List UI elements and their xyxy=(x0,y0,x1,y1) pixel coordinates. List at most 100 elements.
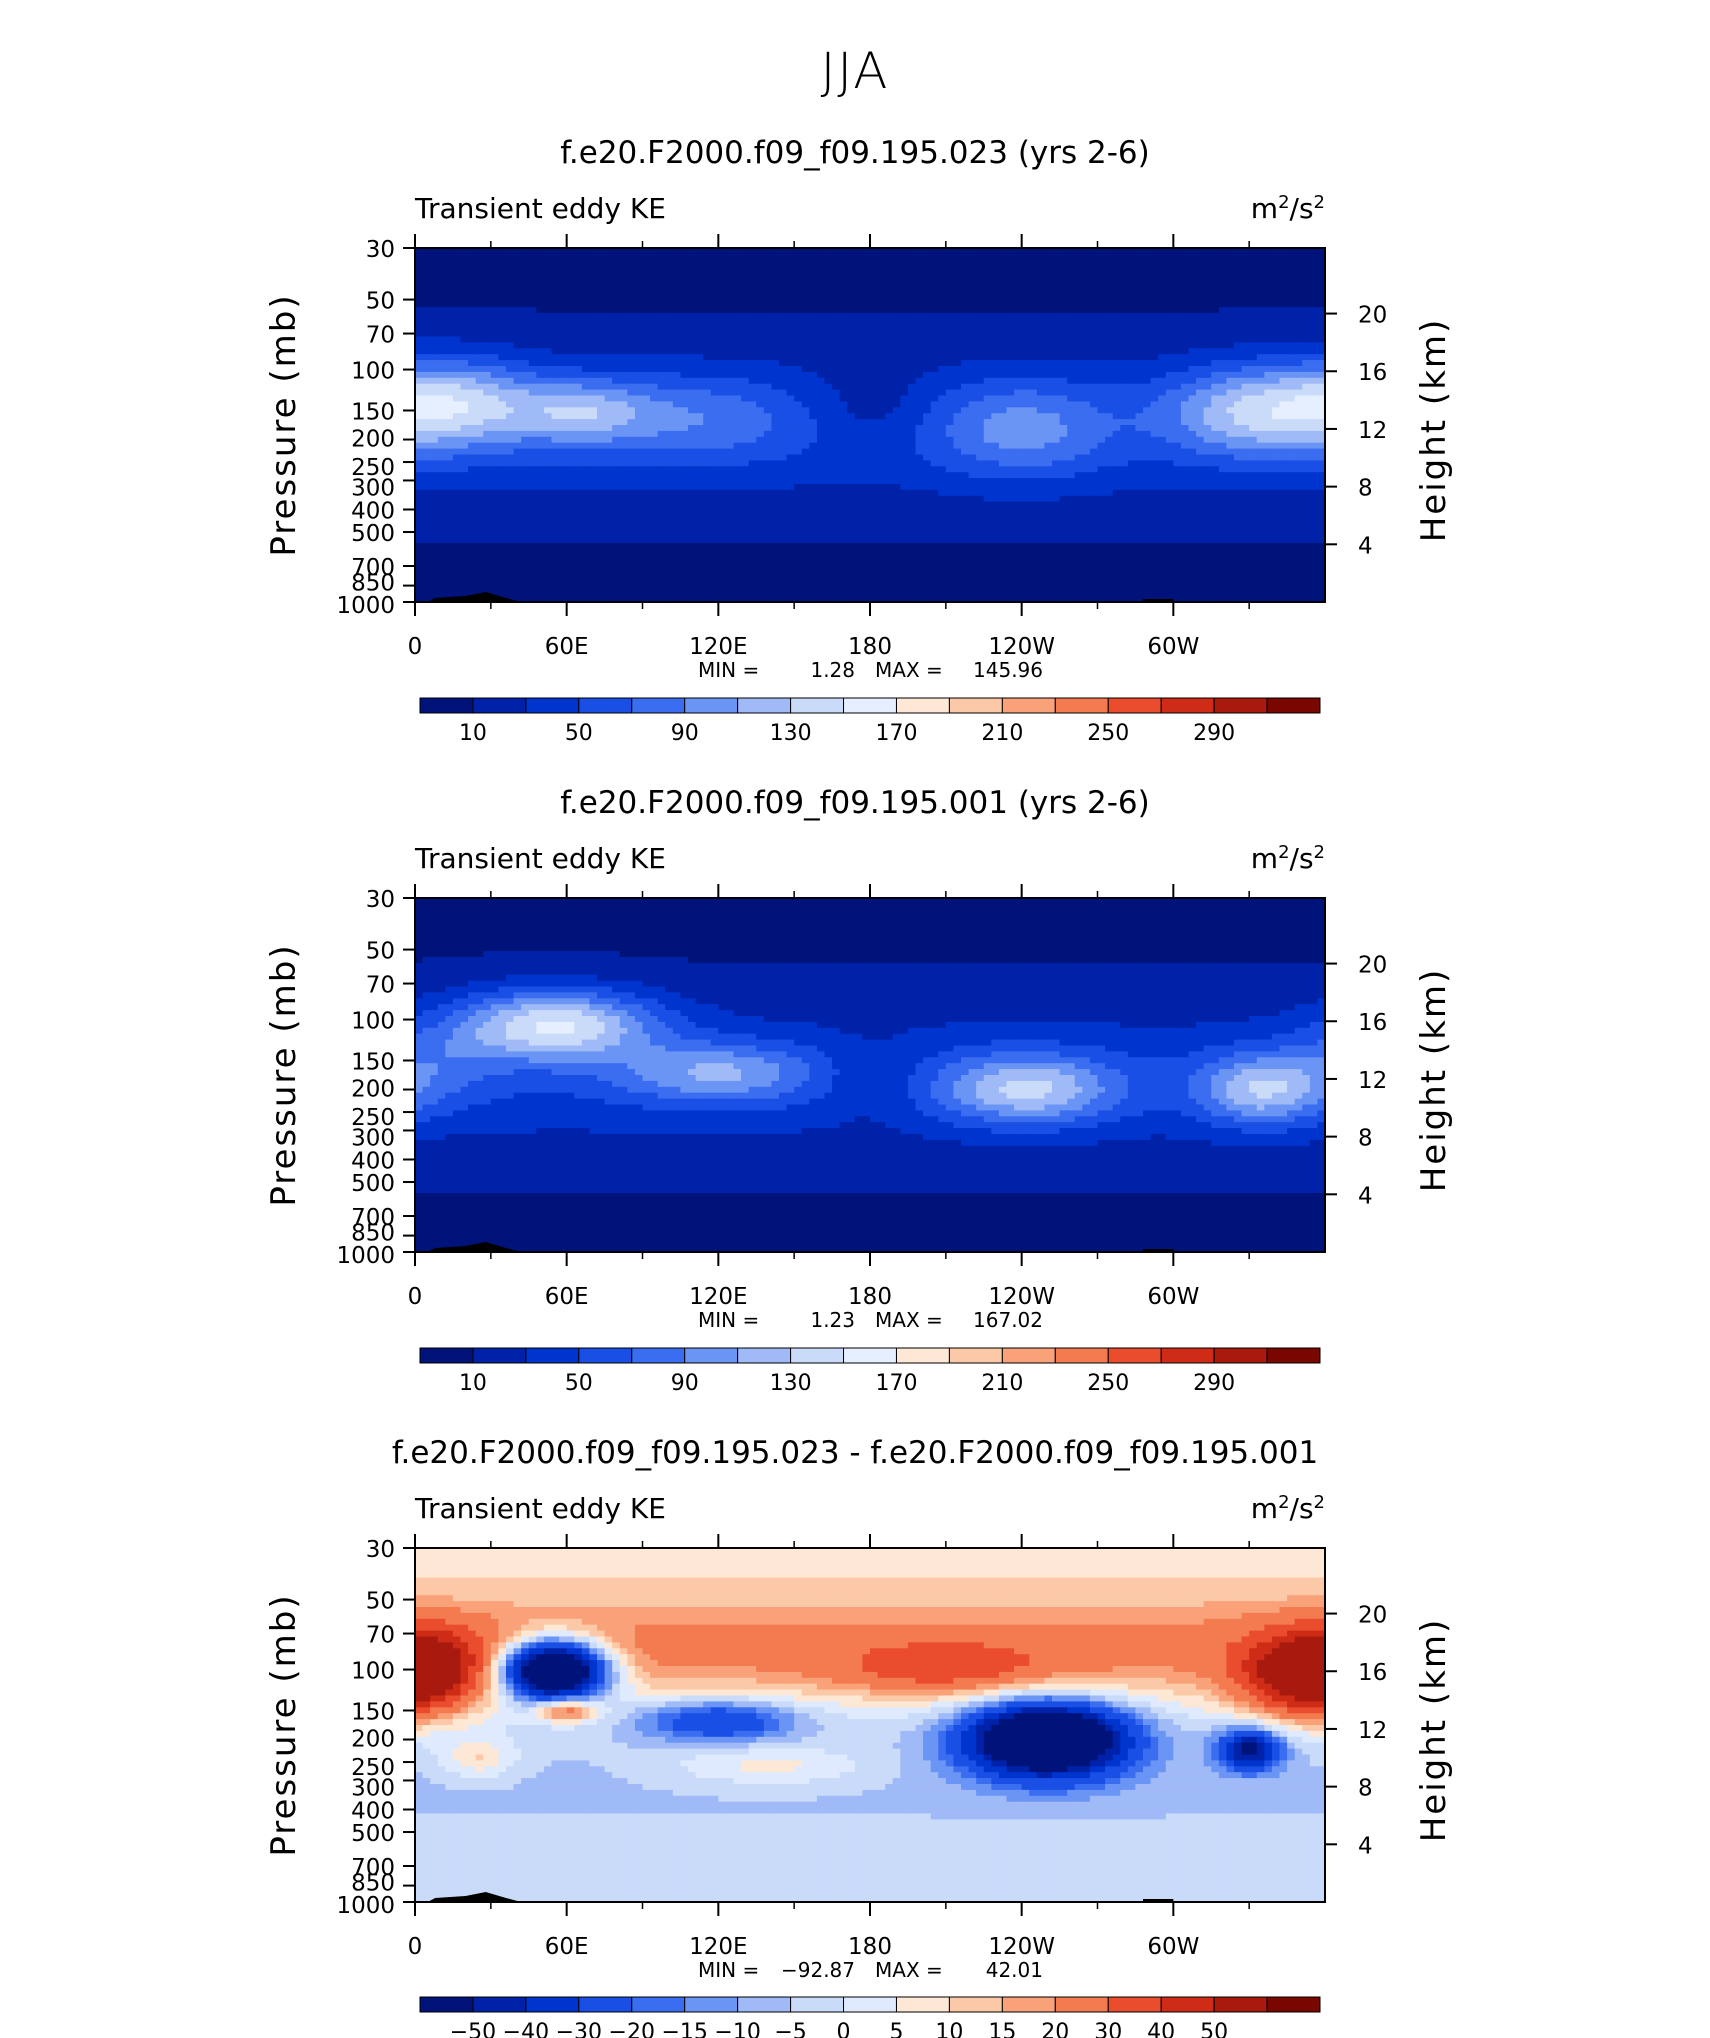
field-cell xyxy=(779,371,788,379)
field-cell xyxy=(1097,366,1106,373)
field-cell xyxy=(1089,330,1099,338)
field-cell xyxy=(991,307,1000,314)
field-cell xyxy=(551,472,560,479)
field-cell xyxy=(839,407,848,414)
field-cell xyxy=(1196,259,1205,267)
field-cell xyxy=(650,336,659,343)
field-cell xyxy=(619,377,628,385)
field-cell xyxy=(1241,454,1250,461)
field-cell xyxy=(1135,271,1144,279)
field-cell xyxy=(961,360,970,367)
field-cell xyxy=(1143,389,1152,397)
field-cell xyxy=(847,318,856,326)
field-cell xyxy=(1135,289,1144,296)
field-cell xyxy=(998,419,1008,426)
field-cell xyxy=(816,265,826,273)
field-cell xyxy=(536,454,545,461)
field-cell xyxy=(1180,478,1190,485)
field-cell xyxy=(665,324,674,332)
field-cell xyxy=(1120,318,1129,326)
field-cell xyxy=(801,466,810,473)
field-cell xyxy=(824,454,833,461)
field-cell xyxy=(1021,484,1030,491)
field-cell xyxy=(839,336,848,343)
field-cell xyxy=(551,460,560,467)
field-cell xyxy=(612,377,621,385)
field-cell xyxy=(619,401,628,408)
field-cell xyxy=(801,360,810,367)
field-cell xyxy=(961,448,970,456)
field-cell xyxy=(513,489,522,497)
field-cell xyxy=(892,460,901,467)
field-cell xyxy=(437,360,446,367)
field-cell xyxy=(1180,430,1190,438)
field-cell xyxy=(521,413,530,420)
field-cell xyxy=(1052,354,1061,361)
field-cell xyxy=(1188,354,1197,361)
field-cell xyxy=(460,277,469,284)
field-cell xyxy=(1158,307,1167,314)
field-cell xyxy=(490,301,500,308)
field-cell xyxy=(801,413,810,420)
field-cell xyxy=(543,318,553,326)
field-cell xyxy=(574,430,583,438)
field-cell xyxy=(1014,478,1023,485)
field-cell xyxy=(998,371,1008,379)
field-cell xyxy=(854,336,864,343)
field-cell xyxy=(824,466,833,473)
field-cell xyxy=(1120,430,1129,438)
field-cell xyxy=(506,277,515,284)
field-cell xyxy=(1249,259,1258,267)
field-cell xyxy=(528,330,537,338)
field-cell xyxy=(619,419,628,426)
field-cell xyxy=(1097,336,1106,343)
field-cell xyxy=(1234,436,1243,444)
field-cell xyxy=(536,377,545,385)
field-cell xyxy=(513,289,522,296)
field-cell xyxy=(1249,330,1258,338)
field-cell xyxy=(1264,289,1273,296)
field-cell xyxy=(1052,377,1061,385)
field-cell xyxy=(1309,283,1319,290)
field-cell xyxy=(422,366,431,373)
field-cell xyxy=(779,366,788,373)
field-cell xyxy=(1067,472,1076,479)
field-cell xyxy=(809,442,818,450)
field-cell xyxy=(1067,342,1076,349)
field-cell xyxy=(786,389,795,397)
field-cell xyxy=(854,430,864,438)
field-cell xyxy=(923,489,932,497)
field-cell xyxy=(968,430,977,438)
field-cell xyxy=(1135,484,1144,491)
field-cell xyxy=(930,259,939,267)
field-cell xyxy=(627,301,636,308)
field-cell xyxy=(672,448,682,456)
field-cell xyxy=(938,454,947,461)
field-cell xyxy=(695,301,704,308)
field-cell xyxy=(597,342,606,349)
field-cell xyxy=(1279,301,1288,308)
field-cell xyxy=(452,324,462,332)
field-cell xyxy=(1234,466,1243,473)
field-cell xyxy=(870,430,879,438)
field-cell xyxy=(680,301,689,308)
field-cell xyxy=(1127,265,1137,273)
field-cell xyxy=(551,478,560,485)
field-cell xyxy=(756,460,765,467)
field-cell xyxy=(1006,436,1015,444)
field-cell xyxy=(794,489,803,497)
field-cell xyxy=(832,442,841,450)
field-cell xyxy=(695,478,704,485)
field-cell xyxy=(619,312,628,320)
field-cell xyxy=(422,283,431,290)
field-cell xyxy=(1044,371,1053,379)
field-cell xyxy=(528,489,537,497)
field-cell xyxy=(718,253,727,261)
field-cell xyxy=(945,265,955,273)
field-cell xyxy=(521,442,530,450)
field-cell xyxy=(543,307,553,314)
field-cell xyxy=(756,336,765,343)
field-cell xyxy=(976,265,985,273)
field-cell xyxy=(642,478,651,485)
field-cell xyxy=(559,383,568,391)
